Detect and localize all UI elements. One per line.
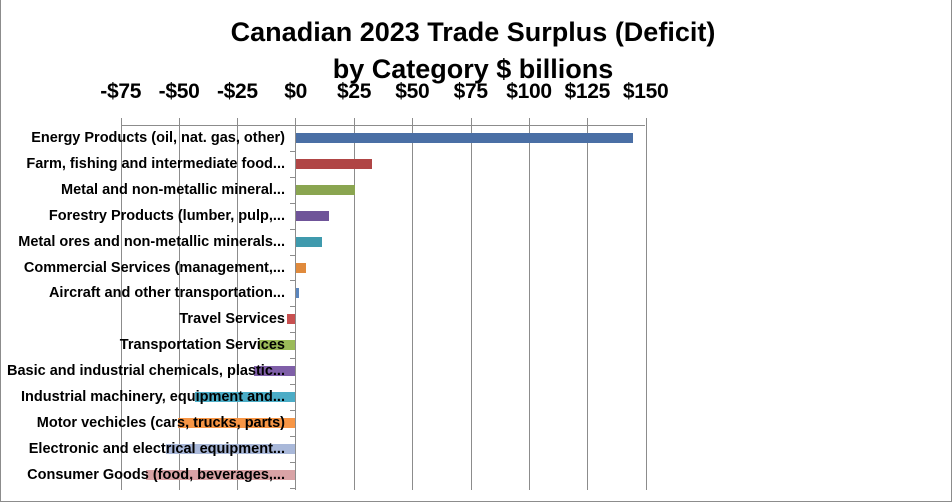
x-tick-label: $75 [453, 80, 488, 103]
gridline [646, 118, 647, 490]
x-tick-label: $0 [284, 80, 308, 103]
bar [295, 236, 322, 247]
bar [295, 158, 372, 169]
gridline [179, 118, 180, 490]
bar [166, 443, 296, 454]
x-axis-line [121, 125, 645, 126]
category-label: Commercial Services (management,... [23, 259, 285, 276]
category-label: Aircraft and other transportation... [48, 285, 285, 302]
x-tick-label: $125 [564, 80, 611, 103]
bar [194, 392, 296, 402]
category-label: Forestry Products (lumber, pulp,... [48, 207, 285, 224]
gridline [121, 118, 122, 490]
y-tick-mark [290, 229, 296, 230]
chart-subtitle: by Category $ billions [332, 54, 614, 84]
category-label: Industrial machinery, equipment and... [20, 389, 285, 405]
category-label: Motor vechicles (cars, trucks, parts) [36, 414, 285, 431]
bar [295, 288, 299, 299]
bar [295, 184, 356, 195]
bar [295, 210, 330, 221]
category-label: Transportation Services [119, 337, 285, 354]
y-tick-mark [290, 332, 296, 333]
bar [177, 417, 296, 428]
category-label: Consumer Goods (food, beverages,... [27, 466, 285, 483]
x-tick-label: -$75 [100, 80, 142, 103]
y-axis-line [295, 118, 296, 490]
y-tick-mark [290, 488, 296, 489]
gridline [412, 118, 413, 490]
category-label: Energy Products (oil, nat. gas, other) [31, 130, 285, 146]
gridline [237, 118, 238, 490]
chart-title: Canadian 2023 Trade Surplus (Deficit) [230, 17, 716, 47]
y-tick-mark [290, 436, 296, 437]
gridline [471, 118, 472, 490]
x-tick-label: -$50 [158, 80, 200, 103]
x-tick-label: -$25 [216, 80, 258, 103]
y-tick-mark [290, 125, 296, 126]
y-tick-mark [290, 203, 296, 204]
y-tick-mark [290, 410, 296, 411]
x-tick-label: $100 [506, 80, 552, 103]
y-tick-mark [290, 358, 296, 359]
category-label: Farm, fishing and intermediate food... [26, 155, 285, 172]
x-tick-label: $150 [622, 80, 669, 103]
y-tick-mark [290, 255, 296, 256]
bar [295, 133, 634, 143]
category-label: Basic and industrial chemicals, plastic.… [6, 363, 285, 380]
bar [295, 262, 306, 273]
bar [259, 340, 296, 351]
y-tick-mark [290, 384, 296, 385]
y-tick-mark [290, 151, 296, 152]
bar [287, 314, 296, 325]
gridline [587, 118, 588, 490]
gridline [529, 118, 530, 490]
category-label: Metal and non-metallic mineral... [61, 181, 285, 198]
x-tick-label: $50 [395, 80, 430, 103]
gridline [354, 118, 355, 490]
y-tick-mark [290, 462, 296, 463]
category-label: Metal ores and non-metallic minerals... [18, 233, 285, 250]
bar [146, 469, 296, 480]
y-tick-mark [290, 306, 296, 307]
category-label: Electronic and electrical equipment... [28, 440, 285, 457]
y-tick-mark [290, 177, 296, 178]
x-tick-label: $25 [336, 80, 372, 103]
y-tick-mark [290, 280, 296, 281]
category-label: Travel Services [179, 311, 285, 328]
bar [254, 366, 296, 377]
